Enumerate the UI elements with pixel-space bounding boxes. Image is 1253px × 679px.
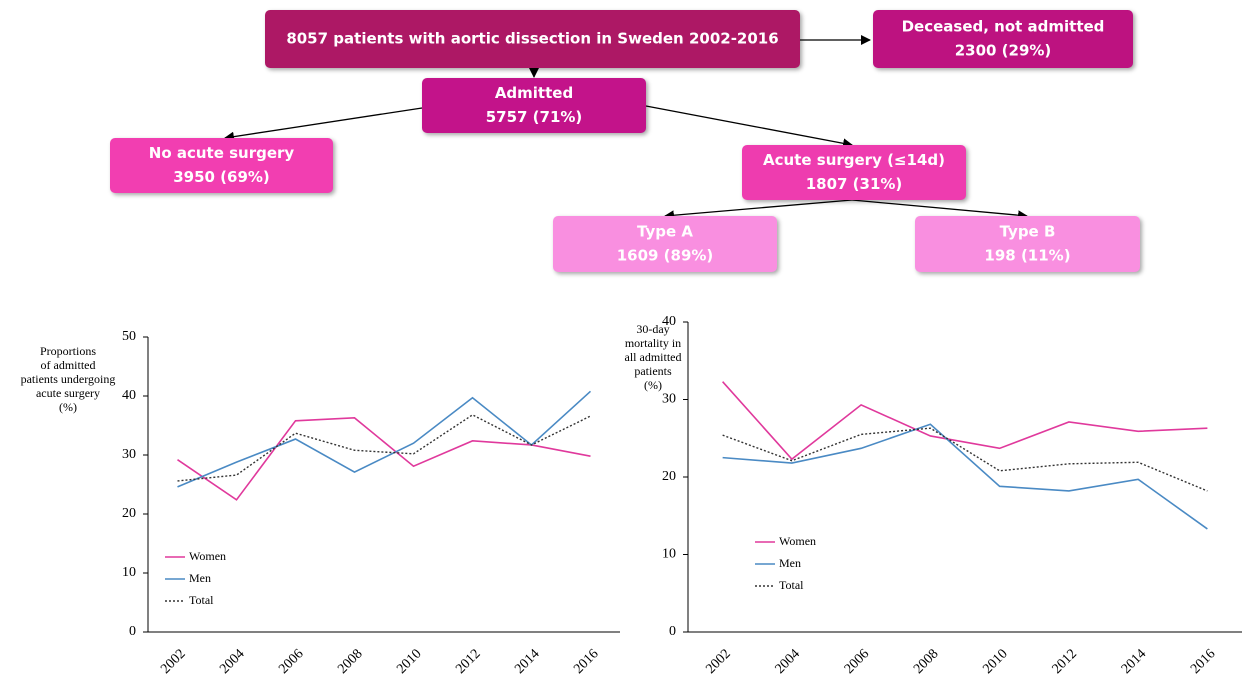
flow-box	[742, 145, 966, 200]
flow-box	[915, 216, 1140, 272]
y-tick-label: 20	[122, 506, 136, 521]
x-tick-label: 2012	[453, 646, 483, 676]
series-line	[177, 414, 591, 482]
y-tick-label: 20	[662, 469, 676, 484]
y-tick-label: 0	[669, 624, 676, 639]
x-tick-label: 2008	[911, 646, 941, 676]
flow-label: No acute surgery	[149, 144, 295, 162]
y-axis-label: patients	[634, 364, 672, 378]
y-axis-label: mortality in	[625, 336, 681, 350]
series-line	[722, 427, 1208, 492]
y-axis-label: of admitted	[41, 358, 96, 372]
legend-label: Total	[779, 578, 804, 592]
x-tick-label: 2002	[158, 646, 188, 676]
legend-label: Women	[189, 549, 226, 563]
y-tick-label: 40	[662, 314, 676, 329]
x-tick-label: 2002	[703, 646, 733, 676]
y-tick-label: 30	[662, 392, 676, 407]
arrow	[851, 199, 1028, 221]
arrow	[224, 107, 423, 142]
flow-value: 2300 (29%)	[955, 42, 1052, 60]
y-tick-label: 50	[122, 329, 136, 344]
flow-box	[553, 216, 777, 272]
x-tick-label: 2004	[773, 646, 803, 676]
arrow	[645, 105, 853, 149]
flow-label: 8057 patients with aortic dissection in …	[286, 30, 778, 48]
x-tick-label: 2016	[571, 646, 601, 676]
arrows	[224, 35, 1028, 221]
y-tick-label: 10	[662, 547, 676, 562]
series-line	[177, 390, 592, 488]
x-tick-label: 2014	[1119, 646, 1149, 676]
flow-value: 1807 (31%)	[806, 175, 903, 193]
flow-label: Type B	[1000, 223, 1056, 241]
flow-value: 198 (11%)	[984, 247, 1070, 265]
legend-label: Men	[779, 556, 801, 570]
flow-label: Deceased, not admitted	[902, 18, 1105, 36]
y-axis-label: all admitted	[625, 350, 682, 364]
flow-value: 3950 (69%)	[173, 168, 270, 186]
x-tick-label: 2010	[394, 646, 424, 676]
series-line	[722, 381, 1208, 461]
y-axis-label: 30-day	[636, 322, 669, 336]
x-tick-label: 2008	[335, 646, 365, 676]
legend-label: Women	[779, 534, 816, 548]
flow-value: 1609 (89%)	[617, 247, 714, 265]
legend-label: Men	[189, 571, 211, 585]
y-axis-label: Proportions	[40, 344, 96, 358]
x-tick-label: 2006	[842, 646, 872, 676]
y-tick-label: 30	[122, 447, 136, 462]
x-tick-label: 2012	[1050, 646, 1080, 676]
flow-box	[422, 78, 646, 133]
series-line	[722, 423, 1208, 530]
x-tick-label: 2016	[1188, 646, 1218, 676]
y-axis-label: (%)	[59, 400, 77, 414]
y-tick-label: 0	[129, 624, 136, 639]
x-tick-label: 2006	[276, 646, 306, 676]
flow-box	[110, 138, 333, 193]
y-tick-label: 40	[122, 388, 136, 403]
flow-label: Admitted	[495, 84, 573, 102]
series-line	[177, 417, 591, 501]
flow-value: 5757 (71%)	[486, 108, 583, 126]
flow-box	[265, 10, 800, 68]
y-tick-label: 10	[122, 565, 136, 580]
x-tick-label: 2014	[512, 646, 542, 676]
flow-box	[873, 10, 1133, 68]
flow-label: Type A	[637, 223, 693, 241]
y-axis-label: acute surgery	[36, 386, 100, 400]
flow-label: Acute surgery (≤14d)	[763, 151, 945, 169]
arrow	[664, 199, 853, 221]
x-tick-label: 2004	[217, 646, 247, 676]
x-tick-label: 2010	[980, 646, 1010, 676]
y-axis-label: (%)	[644, 378, 662, 392]
legend-label: Total	[189, 593, 214, 607]
y-axis-label: patients undergoing	[21, 372, 116, 386]
